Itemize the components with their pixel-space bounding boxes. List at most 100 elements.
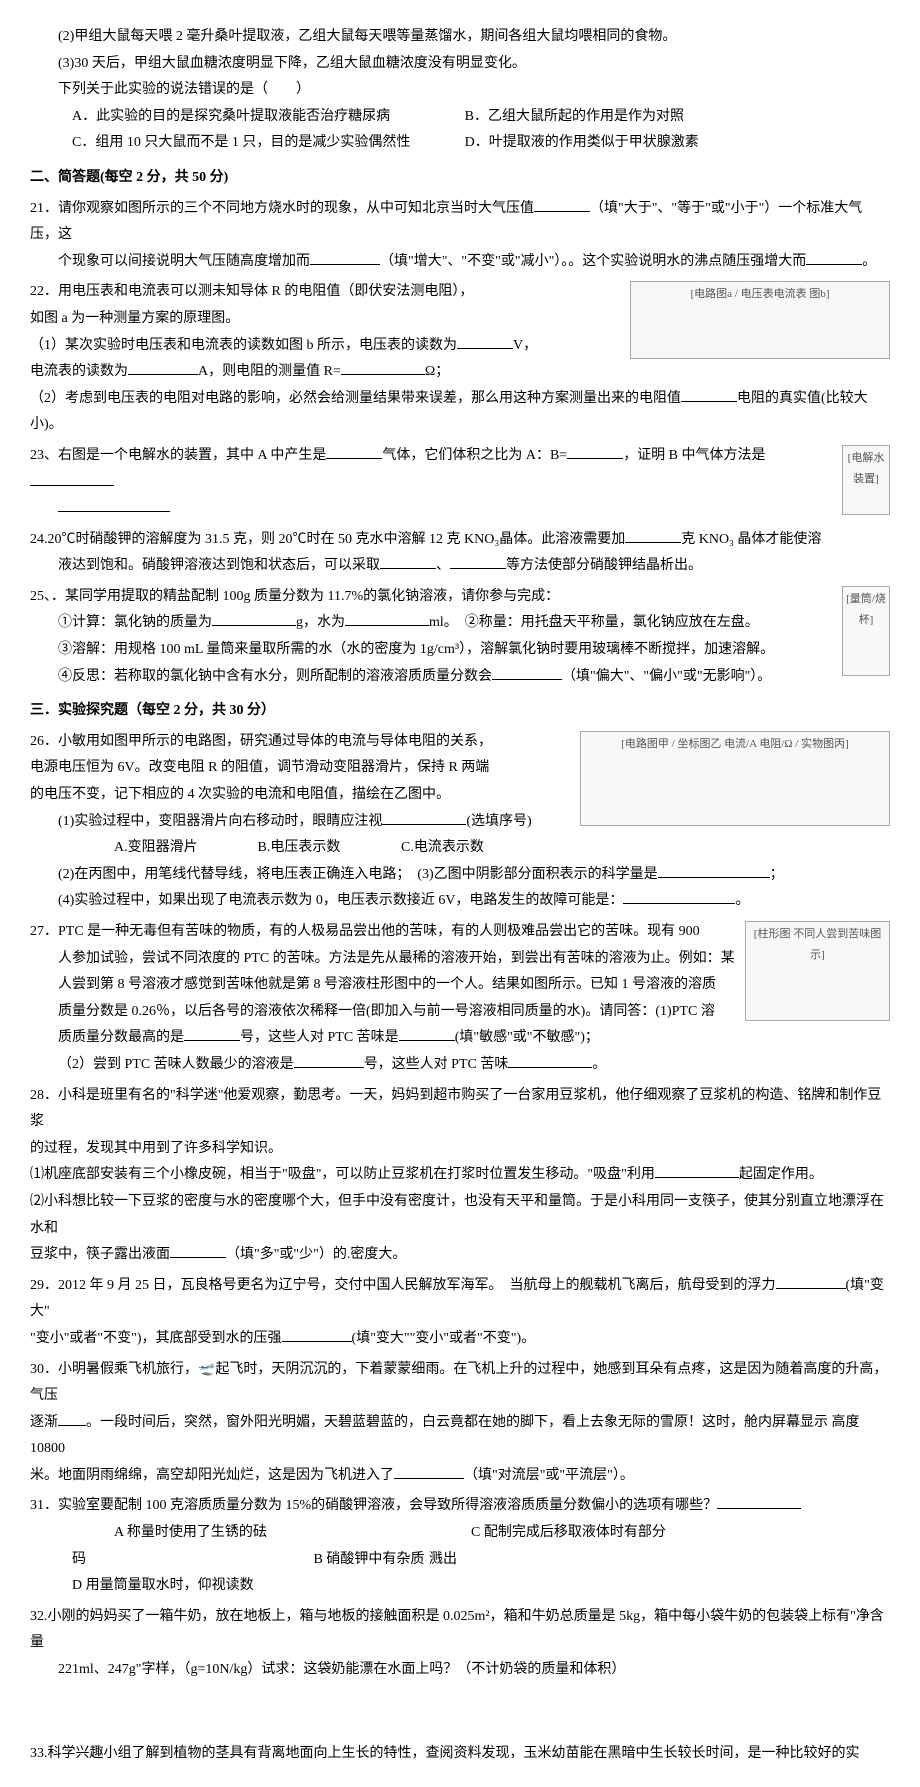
q25-blank3[interactable] [492,666,562,680]
q23-b: 气体，它们体积之比为 A：B= [382,448,567,463]
q31-blank1[interactable] [717,1495,801,1509]
q26-optB: B.电压表示数 [216,835,356,862]
q26: [电路图甲 / 坐标图乙 电流/A 电阻/Ω / 实物图丙] 26．小敏用如图甲… [30,729,890,915]
q33: 33.科学兴趣小组了解到植物的茎具有背离地面向上生长的特性，查阅资料发现，玉米幼… [30,1741,890,1768]
q20-opts-row1: A．此实验的目的是探究桑叶提取液能否治疗糖尿病 B．乙组大鼠所起的作用是作为对照 [72,104,890,131]
q29-l2a: "变小"或者"不变")，其底部受到水的压强 [30,1331,282,1346]
q33-l1: 33.科学兴趣小组了解到植物的茎具有背离地面向上生长的特性，查阅资料发现，玉米幼… [30,1741,890,1768]
q29-l1a: 29．2012 年 9 月 25 日，瓦良格号更名为辽宁号，交付中国人民解放军海… [30,1278,776,1293]
q24-blank2[interactable] [380,555,436,569]
q20-opts-row2: C．组用 10 只大鼠而不是 1 只，目的是减少实验偶然性 D．叶提取液的作用类… [72,130,890,157]
q27-l6a: （2）尝到 PTC 苦味人数最少的溶液是 [58,1057,294,1072]
q32-l2: 221ml、247g"字样，（g=10N/kg）试求：这袋奶能漂在水面上吗？（不… [30,1657,890,1684]
q24-d: 、 [436,558,450,573]
q22-figure: [电路图a / 电压表电流表 图b] [630,281,890,359]
q32: 32.小刚的妈妈买了一箱牛奶，放在地板上，箱与地板的接触面积是 0.025m²，… [30,1604,890,1684]
q27-l6b: 号，这些人对 PTC 苦味 [364,1057,509,1072]
q20-prompt: 下列关于此实验的说法错误的是（ ） [30,77,890,104]
q21: 21．请你观察如图所示的三个不同地方烧水时的现象，从中可知北京当时大气压值（填"… [30,196,890,276]
q25: [量筒/烧杯] 25、．某同学用提取的精盐配制 100g 质量分数为 11.7%… [30,584,890,690]
q25-l4b: （填"偏大"、"偏小"或"无影响"）。 [562,669,771,684]
q28-l5b: （填"多"或"少"）的.密度大。 [226,1247,406,1262]
q27-blank1[interactable] [184,1027,240,1041]
q25-l4a: ④反思：若称取的氯化钠中含有水分，则所配制的溶液溶质质量分数会 [58,669,492,684]
q24-c: 液达到饱和。硝酸钾溶液达到饱和状态后，可以采取 [58,558,380,573]
q20-optA: A．此实验的目的是探究桑叶提取液能否治疗糖尿病 [72,104,465,131]
q31: 31．实验室要配制 100 克溶质质量分数为 15%的硝酸钾溶液，会导致所得溶液… [30,1493,890,1599]
q27-l6c: 。 [592,1057,606,1072]
q26-blank2[interactable] [658,864,770,878]
q20-optC: C．组用 10 只大鼠而不是 1 只，目的是减少实验偶然性 [72,130,465,157]
q21-p1a: 21．请你观察如图所示的三个不同地方烧水时的现象，从中可知北京当时大气压值 [30,201,534,216]
q27-blank3[interactable] [294,1054,364,1068]
q24-b: 克 KNO₃ 晶体才能使溶 [681,532,821,547]
q28-l3b: 起固定作用。 [739,1167,823,1182]
q30-blank1[interactable] [58,1412,86,1426]
q30-l2a: 逐渐 [30,1415,58,1430]
q23-blank1[interactable] [326,445,382,459]
q23-blank2[interactable] [567,445,623,459]
q22-l3a: （1）某次实验时电压表和电流表的读数如图 b 所示，电压表的读数为 [30,338,457,353]
q30-l3b: （填"对流层"或"平流层"）。 [464,1468,634,1483]
q27-blank2[interactable] [399,1027,455,1041]
q25-l2c: ml。 ②称量：用托盘天平称量，氯化钠应放在左盘。 [429,615,759,630]
q31-optA: A 称量时使用了生锈的砝码 [72,1520,268,1573]
q25-l3: ③溶解：用规格 100 mL 量筒来量取所需的水（水的密度为 1g/cm³），溶… [30,637,890,664]
q21-blank3[interactable] [806,251,862,265]
q29-blank2[interactable] [282,1328,352,1342]
q23-c: ，证明 B 中气体方法是 [623,448,765,463]
section3-header: 三．实验探究题（每空 2 分，共 30 分） [30,698,890,725]
q20: (2)甲组大鼠每天喂 2 毫升桑叶提取液，乙组大鼠每天喂等量蒸馏水，期间各组大鼠… [30,24,890,157]
q21-blank1[interactable] [534,198,590,212]
q22-blank3[interactable] [341,361,425,375]
q29-blank1[interactable] [776,1275,846,1289]
q23-figure: [电解水装置] [842,445,890,515]
q28-blank2[interactable] [170,1244,226,1258]
q28: 28．小科是班里有名的"科学迷"他爱观察，勤思考。一天，妈妈到超市购买了一台家用… [30,1083,890,1269]
q26-optA: A.变阻器滑片 [72,835,212,862]
q31-optD: D 用量筒量取水时，仰视读数 [30,1573,254,1600]
q24-e: 等方法使部分硝酸钾结晶析出。 [506,558,702,573]
q24-blank3[interactable] [450,555,506,569]
q26-l5b: ； [770,867,784,882]
q25-l2a: ①计算：氯化钠的质量为 [58,615,212,630]
q25-blank1[interactable] [212,612,296,626]
q20-optD: D．叶提取液的作用类似于甲状腺激素 [465,130,858,157]
q28-blank1[interactable] [655,1164,739,1178]
q26-l6a: (4)实验过程中，如果出现了电流表示数为 0，电压表示数接近 6V，电路发生的故… [58,893,623,908]
q27-l5b: 号，这些人对 PTC 苦味是 [240,1030,399,1045]
q30: 30．小明暑假乘飞机旅行，🛫起飞时，天阴沉沉的，下着蒙蒙细雨。在飞机上升的过程中… [30,1357,890,1490]
q26-l6b: 。 [735,893,749,908]
q22-l4b: A，则电阻的测量值 R= [198,364,341,379]
q23-blank4[interactable] [58,498,170,512]
q21-p2c: 。 [862,254,876,269]
q25-blank2[interactable] [345,612,429,626]
q30-l1: 30．小明暑假乘飞机旅行，🛫起飞时，天阴沉沉的，下着蒙蒙细雨。在飞机上升的过程中… [30,1357,890,1410]
q22-l4c: Ω； [425,364,449,379]
q22-l3b: V， [513,338,537,353]
q28-l3a: ⑴机座底部安装有三个小橡皮碗，相当于"吸盘"，可以防止豆浆机在打浆时位置发生移动… [30,1167,655,1182]
q23-a: 23、右图是一个电解水的装置，其中 A 中产生是 [30,448,326,463]
q22-l4a: 电流表的读数为 [30,364,128,379]
section2-header: 二、简答题(每空 2 分，共 50 分) [30,165,890,192]
q27: [柱形图 不同人尝到苦味图示] 27．PTC 是一种无毒但有苦味的物质，有的人极… [30,919,890,1079]
q27-blank4[interactable] [508,1054,592,1068]
q22-blank4[interactable] [681,388,737,402]
q22-blank1[interactable] [457,335,513,349]
q24-blank1[interactable] [625,529,681,543]
q32-l1: 32.小刚的妈妈买了一箱牛奶，放在地板上，箱与地板的接触面积是 0.025m²，… [30,1604,890,1657]
q31-optC: C 配制完成后移取液体时有部分溅出 [429,1520,667,1573]
q27-l5c: (填"敏感"或"不敏感")； [455,1030,599,1045]
q28-l4: ⑵小科想比较一下豆浆的密度与水的密度哪个大，但手中没有密度计，也没有天平和量筒。… [30,1189,890,1242]
q29-l2b: (填"变大""变小"或者"不变")。 [352,1331,536,1346]
q27-figure: [柱形图 不同人尝到苦味图示] [745,921,890,1021]
q21-blank2[interactable] [310,251,380,265]
q28-l5a: 豆浆中，筷子露出液面 [30,1247,170,1262]
q23: [电解水装置] 23、右图是一个电解水的装置，其中 A 中产生是 气体，它们体积之… [30,443,890,523]
q26-blank3[interactable] [623,890,735,904]
q23-blank3[interactable] [30,472,114,486]
q26-blank1[interactable] [382,811,466,825]
q30-blank2[interactable] [394,1465,464,1479]
q30-l3a: 米。地面阴雨绵绵，高空却阳光灿烂，这是因为飞机进入了 [30,1468,394,1483]
q22-blank2[interactable] [128,361,198,375]
